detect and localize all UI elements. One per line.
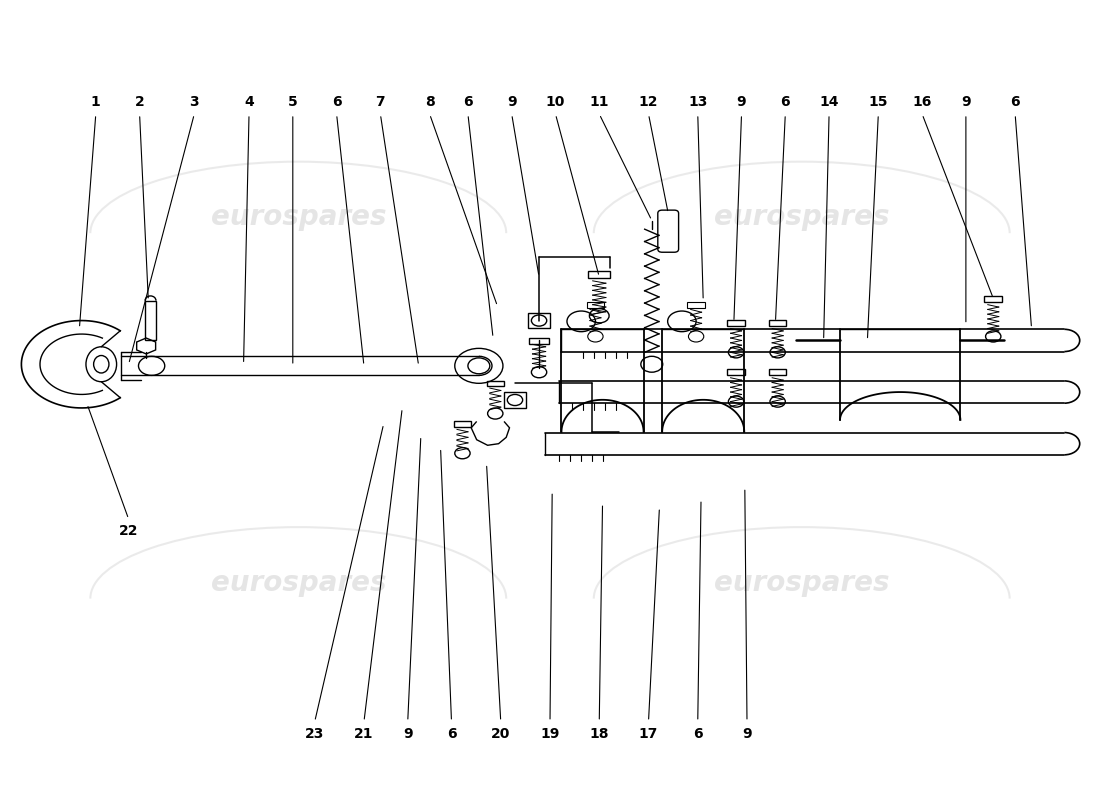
Bar (727, 320, 745, 326)
Text: 9: 9 (742, 726, 751, 741)
Bar (586, 302, 604, 308)
Text: 6: 6 (693, 726, 703, 741)
Text: eurospares: eurospares (714, 203, 890, 231)
Text: 7: 7 (375, 95, 385, 109)
Bar (984, 296, 1002, 302)
Text: 6: 6 (447, 726, 456, 741)
Text: 9: 9 (507, 95, 517, 109)
Text: 4: 4 (244, 95, 254, 109)
Bar (769, 320, 786, 326)
Bar (486, 381, 504, 386)
Text: 11: 11 (590, 95, 609, 109)
Text: 16: 16 (912, 95, 932, 109)
Text: 9: 9 (403, 726, 412, 741)
Bar (528, 313, 550, 329)
Text: 18: 18 (590, 726, 609, 741)
Text: 19: 19 (540, 726, 560, 741)
Bar (529, 338, 549, 344)
Bar (727, 369, 745, 375)
Text: 5: 5 (288, 95, 298, 109)
Bar (504, 392, 526, 408)
Text: 8: 8 (425, 95, 435, 109)
Text: eurospares: eurospares (210, 569, 386, 597)
Text: 9: 9 (737, 95, 746, 109)
Text: 9: 9 (961, 95, 970, 109)
Text: eurospares: eurospares (210, 203, 386, 231)
Text: 12: 12 (639, 95, 658, 109)
Bar (769, 369, 786, 375)
Bar (588, 270, 610, 278)
Text: 13: 13 (689, 95, 707, 109)
Text: 22: 22 (119, 524, 139, 538)
Text: 20: 20 (491, 726, 510, 741)
Bar (145, 301, 156, 341)
Text: 6: 6 (332, 95, 341, 109)
Bar (688, 302, 705, 308)
Bar (453, 422, 471, 427)
Text: 23: 23 (305, 726, 324, 741)
Text: 2: 2 (134, 95, 144, 109)
Text: 15: 15 (869, 95, 888, 109)
Text: 6: 6 (781, 95, 790, 109)
Text: 6: 6 (1010, 95, 1020, 109)
Text: eurospares: eurospares (714, 569, 890, 597)
Text: 14: 14 (820, 95, 839, 109)
Text: 10: 10 (546, 95, 565, 109)
Text: 21: 21 (354, 726, 374, 741)
Text: 3: 3 (189, 95, 199, 109)
Text: 1: 1 (91, 95, 101, 109)
Text: 17: 17 (639, 726, 658, 741)
Text: 6: 6 (463, 95, 473, 109)
